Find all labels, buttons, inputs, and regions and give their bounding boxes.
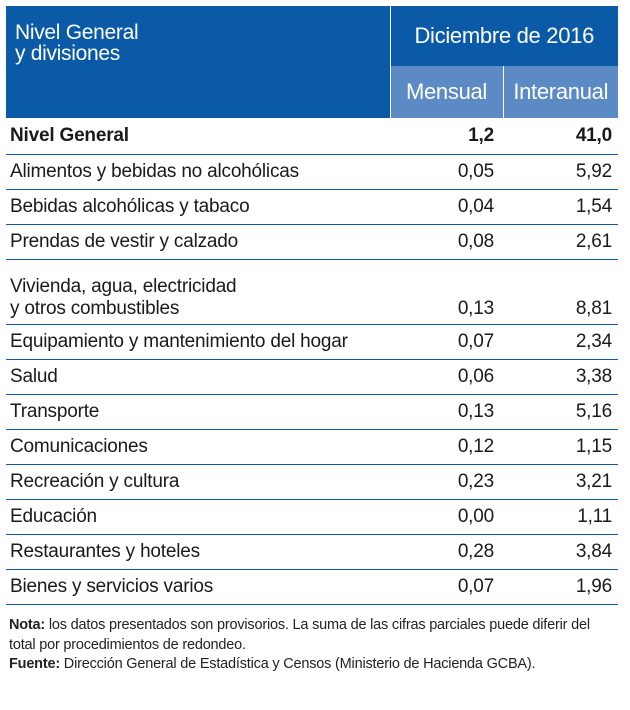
- row-monthly: 0,13: [390, 259, 503, 325]
- row-label: Nivel General: [6, 118, 390, 155]
- row-label: Bebidas alcohólicas y tabaco: [6, 189, 390, 225]
- header-label-line1: Nivel General: [15, 21, 139, 44]
- row-yearly: 5,16: [503, 394, 618, 430]
- table-row: Salud 0,06 3,38: [6, 359, 618, 395]
- row-yearly: 1,96: [503, 569, 618, 605]
- row-monthly: 0,23: [390, 464, 503, 500]
- row-yearly: 1,54: [503, 189, 618, 225]
- row-yearly: 5,92: [503, 154, 618, 190]
- row-monthly: 0,07: [390, 324, 503, 360]
- row-monthly: 0,07: [390, 569, 503, 605]
- header-period: Diciembre de 2016: [389, 6, 618, 66]
- table-body: Nivel General 1,2 41,0 Alimentos y bebid…: [6, 118, 618, 605]
- row-monthly: 0,06: [390, 359, 503, 395]
- row-monthly: 0,13: [390, 394, 503, 430]
- row-yearly: 41,0: [503, 118, 618, 155]
- row-label-line2: y otros combustibles: [10, 298, 180, 319]
- note: Nota: los datos presentados son provisor…: [9, 616, 615, 655]
- table-row: Equipamiento y mantenimiento del hogar 0…: [6, 324, 618, 360]
- header-yearly: Interanual: [502, 66, 618, 118]
- row-label: Transporte: [6, 394, 390, 430]
- row-monthly: 0,28: [390, 534, 503, 570]
- table-row: Transporte 0,13 5,16: [6, 394, 618, 430]
- table-header: Nivel General y divisiones Diciembre de …: [6, 6, 618, 118]
- note-text: los datos presentados son provisorios. L…: [9, 617, 590, 653]
- table-row: Comunicaciones 0,12 1,15: [6, 429, 618, 465]
- row-label-line1: Vivienda, agua, electricidad: [10, 276, 237, 297]
- header-label: Nivel General y divisiones: [6, 6, 390, 118]
- row-yearly: 2,61: [503, 224, 618, 260]
- table-row: Educación 0,00 1,11: [6, 499, 618, 535]
- data-table: Nivel General y divisiones Diciembre de …: [6, 6, 618, 605]
- header-label-line2: y divisiones: [15, 42, 120, 65]
- table-row: Restaurantes y hoteles 0,28 3,84: [6, 534, 618, 570]
- row-yearly: 1,15: [503, 429, 618, 465]
- note-label: Nota:: [9, 617, 46, 633]
- footnotes: Nota: los datos presentados son provisor…: [9, 616, 615, 675]
- row-yearly: 3,84: [503, 534, 618, 570]
- table-row-total: Nivel General 1,2 41,0: [6, 118, 618, 155]
- row-monthly: 0,04: [390, 189, 503, 225]
- table-container: Nivel General y divisiones Diciembre de …: [6, 6, 618, 605]
- row-yearly: 3,21: [503, 464, 618, 500]
- row-label: Prendas de vestir y calzado: [6, 224, 390, 260]
- row-monthly: 0,08: [390, 224, 503, 260]
- table-row: Bienes y servicios varios 0,07 1,96: [6, 569, 618, 605]
- row-yearly: 8,81: [503, 259, 618, 325]
- row-yearly: 1,11: [503, 499, 618, 535]
- row-yearly: 3,38: [503, 359, 618, 395]
- row-monthly: 0,05: [390, 154, 503, 190]
- row-label: Educación: [6, 499, 390, 535]
- table-row: Prendas de vestir y calzado 0,08 2,61: [6, 224, 618, 260]
- row-label: Recreación y cultura: [6, 464, 390, 500]
- source: Fuente: Dirección General de Estadística…: [9, 655, 615, 675]
- row-label: Bienes y servicios varios: [6, 569, 390, 605]
- row-label: Vivienda, agua, electricidad y otros com…: [6, 259, 390, 325]
- row-label: Restaurantes y hoteles: [6, 534, 390, 570]
- table-row: Bebidas alcohólicas y tabaco 0,04 1,54: [6, 189, 618, 225]
- row-label: Alimentos y bebidas no alcohólicas: [6, 154, 390, 190]
- row-monthly: 1,2: [390, 118, 503, 155]
- row-yearly: 2,34: [503, 324, 618, 360]
- source-label: Fuente:: [9, 656, 60, 672]
- row-monthly: 0,12: [390, 429, 503, 465]
- row-label: Salud: [6, 359, 390, 395]
- row-label: Equipamiento y mantenimiento del hogar: [6, 324, 390, 360]
- table-row: Recreación y cultura 0,23 3,21: [6, 464, 618, 500]
- row-monthly: 0,00: [390, 499, 503, 535]
- source-text: Dirección General de Estadística y Censo…: [59, 656, 536, 672]
- header-monthly: Mensual: [389, 66, 503, 118]
- row-label: Comunicaciones: [6, 429, 390, 465]
- table-row: Vivienda, agua, electricidad y otros com…: [6, 259, 618, 325]
- table-row: Alimentos y bebidas no alcohólicas 0,05 …: [6, 154, 618, 190]
